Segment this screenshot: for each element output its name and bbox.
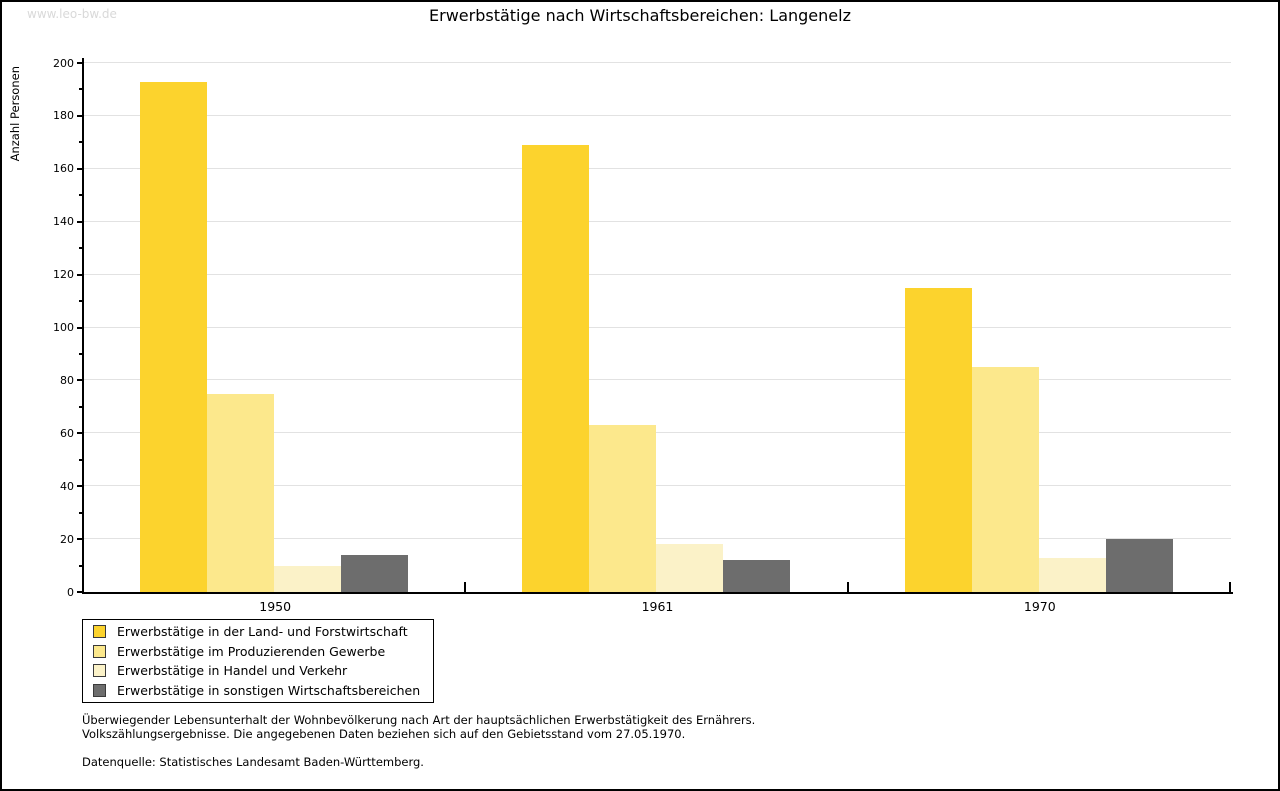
y-tick-0	[77, 591, 83, 593]
y-tick-120	[77, 273, 83, 276]
y-tick-100	[77, 326, 83, 329]
y-tick-190	[79, 88, 83, 91]
chart-title: Erwerbstätige nach Wirtschaftsbereichen:…	[429, 6, 851, 25]
gridline-120	[84, 273, 1231, 275]
bar-1961-series-2	[589, 425, 657, 592]
gridline-200	[84, 62, 1231, 63]
y-tick-label-60: 60	[60, 426, 74, 440]
legend-label-1: Erwerbstätige in der Land- und Forstwirt…	[117, 624, 408, 640]
legend-item-2: Erwerbstätige im Produzierenden Gewerbe	[93, 642, 420, 662]
x-category-label-1970: 1970	[1023, 599, 1056, 614]
data-source: Datenquelle: Statistisches Landesamt Bad…	[82, 755, 424, 769]
bar-1950-series-3	[274, 565, 341, 592]
bar-1970-series-2	[971, 367, 1039, 592]
x-category-label-1961: 1961	[641, 599, 674, 614]
x-tick-1	[464, 582, 467, 592]
y-tick-20	[77, 538, 83, 541]
legend-label-3: Erwerbstätige in Handel und Verkehr	[117, 663, 348, 679]
gridline-80	[84, 379, 1231, 381]
gridline-20	[84, 538, 1231, 540]
bar-1961-series-3	[656, 544, 724, 592]
footnote-line-2: Volkszählungsergebnisse. Die angegebenen…	[82, 727, 686, 741]
y-tick-50	[79, 458, 83, 461]
y-tick-label-0: 0	[67, 585, 74, 599]
legend-label-2: Erwerbstätige im Produzierenden Gewerbe	[117, 643, 386, 659]
y-tick-label-160: 160	[53, 162, 74, 176]
y-tick-70	[79, 405, 83, 408]
y-tick-90	[79, 352, 83, 355]
y-tick-170	[79, 141, 83, 144]
bar-1950-series-2	[207, 393, 274, 592]
legend-item-3: Erwerbstätige in Handel und Verkehr	[93, 661, 420, 681]
y-tick-label-80: 80	[60, 373, 74, 387]
legend-item-4: Erwerbstätige in sonstigen Wirtschaftsbe…	[93, 681, 420, 701]
legend-swatch-4	[93, 683, 106, 697]
y-tick-80	[77, 379, 83, 382]
x-axis-line	[82, 592, 1233, 594]
legend-label-4: Erwerbstätige in sonstigen Wirtschaftsbe…	[117, 682, 421, 698]
gridline-160	[84, 167, 1231, 169]
y-tick-label-120: 120	[53, 268, 74, 282]
bar-1961-series-1	[522, 144, 590, 592]
y-tick-label-200: 200	[53, 56, 74, 70]
y-tick-200	[77, 62, 83, 64]
legend-swatch-2	[93, 644, 106, 658]
y-tick-130	[79, 247, 83, 250]
y-tick-label-20: 20	[60, 532, 74, 546]
y-tick-110	[79, 300, 83, 303]
x-tick-2	[846, 582, 849, 592]
gridline-180	[84, 114, 1231, 116]
footnotes: Überwiegender Lebensunterhalt der Wohnbe…	[82, 713, 755, 769]
y-tick-180	[77, 114, 83, 117]
bar-1950-series-1	[140, 81, 207, 592]
y-tick-label-180: 180	[53, 109, 74, 123]
legend-swatch-1	[93, 625, 106, 639]
y-axis-title: Anzahl Personen	[8, 66, 22, 162]
y-tick-40	[77, 485, 83, 488]
y-tick-30	[79, 511, 83, 514]
y-tick-label-100: 100	[53, 321, 74, 334]
y-tick-label-140: 140	[53, 215, 74, 229]
bar-1970-series-3	[1038, 557, 1106, 592]
plot-area: 0 20 40 60 80 100 120 140 160 180 200 1950 1961 1970	[53, 58, 1233, 614]
y-tick-label-40: 40	[60, 479, 74, 493]
gridline-40	[84, 485, 1231, 487]
gridline-100	[84, 326, 1231, 328]
y-tick-160	[77, 167, 83, 170]
watermark: www.leo-bw.de	[27, 7, 117, 21]
legend: Erwerbstätige in der Land- und Forstwirt…	[82, 619, 435, 703]
y-tick-60	[77, 432, 83, 435]
y-tick-140	[77, 220, 83, 223]
x-tick-3	[1229, 582, 1231, 592]
bar-1961-series-4	[723, 560, 791, 592]
gridline-140	[84, 220, 1231, 222]
legend-item-1: Erwerbstätige in der Land- und Forstwirt…	[93, 622, 420, 642]
legend-swatch-3	[93, 664, 106, 678]
gridline-60	[84, 432, 1231, 434]
bar-1950-series-4	[341, 554, 408, 592]
y-tick-10	[79, 564, 83, 567]
y-tick-150	[79, 194, 83, 197]
y-axis-line	[82, 58, 84, 594]
bar-1970-series-1	[904, 287, 972, 592]
x-category-label-1950: 1950	[259, 599, 292, 614]
footnote-line-1: Überwiegender Lebensunterhalt der Wohnbe…	[82, 713, 756, 727]
bar-1970-series-4	[1105, 539, 1173, 592]
